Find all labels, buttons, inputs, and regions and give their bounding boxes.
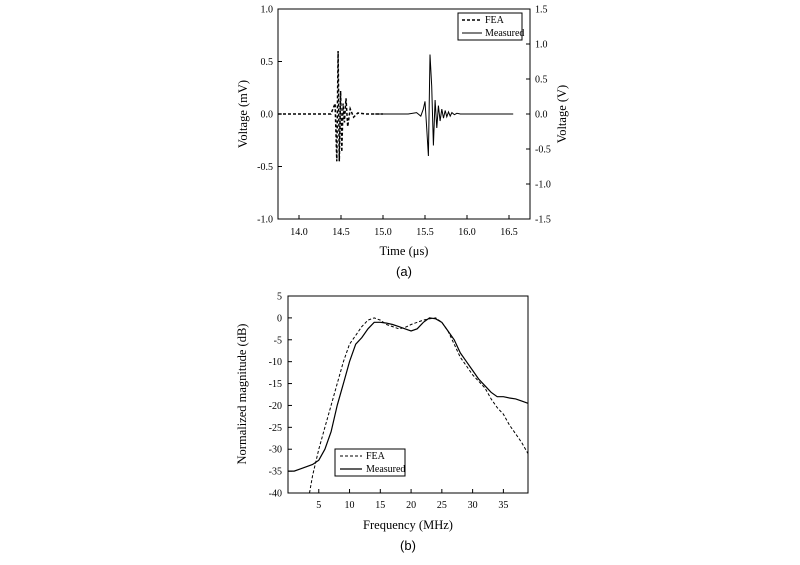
- panel-b-x-tick-label: 35: [498, 500, 508, 511]
- panel-b-legend-measured: Measured: [366, 464, 405, 475]
- panel-b-y-tick-label: -20: [269, 401, 282, 412]
- panel-a-left-y-tick-label: 0.5: [261, 57, 274, 68]
- panel-a-left-y-tick-label: -0.5: [257, 162, 273, 173]
- panel-b-y-ticks: 5 0 -5 -10 -15 -20 -25 -30 -35 -40: [269, 292, 292, 500]
- panel-b-y-label: Normalized magnitude (dB): [235, 324, 249, 465]
- panel-a-series-fea-line: [278, 50, 383, 162]
- panel-a-x-tick-label: 14.5: [332, 227, 350, 238]
- panel-a-right-y-tick-label: -1.0: [535, 180, 551, 191]
- panel-a-x-tick-label: 14.0: [290, 227, 308, 238]
- panel-a-x-tick-label: 16.0: [458, 227, 476, 238]
- panel-a-x-tick-label: 15.0: [374, 227, 392, 238]
- panel-a-x-ticks: 14.0 14.5 15.0 15.5 16.0 16.5: [290, 215, 518, 238]
- panel-a-caption: (a): [396, 264, 412, 279]
- panel-a-legend-measured: Measured: [485, 28, 524, 39]
- panel-b-y-tick-label: -15: [269, 379, 282, 390]
- panel-a-legend-box: [457, 12, 523, 41]
- panel-b-x-tick-label: 10: [345, 500, 355, 511]
- panel-b-x-tick-label: 25: [437, 500, 447, 511]
- panel-a-x-tick-label: 16.5: [500, 227, 518, 238]
- panel-a-series: [278, 50, 514, 162]
- panel-b-y-tick-label: -10: [269, 357, 282, 368]
- panel-b-y-tick-label: 0: [277, 313, 282, 324]
- panel-b-series-fea-line: [309, 317, 529, 494]
- panel-a-right-y-tick-label: 0.5: [535, 75, 548, 86]
- plot-b-frame: [287, 295, 529, 494]
- panel-a-right-y-tick-label: -0.5: [535, 145, 551, 156]
- panel-a-legend-fea: FEA: [485, 15, 505, 26]
- panel-a-left-y-tick-label: 0.0: [261, 110, 274, 121]
- panel-a-series-measured-line: [374, 54, 514, 157]
- panel-b-y-tick-label: -30: [269, 445, 282, 456]
- panel-b-series-measured-line: [288, 317, 529, 472]
- panel-a-right-y-label: Voltage (V): [555, 85, 569, 143]
- panel-b-y-tick-label: -40: [269, 489, 282, 500]
- panel-a: 14.0 14.5 15.0 15.5 16.0 16.5 -1.0 -0.5 0.0 0.5 1…: [236, 5, 569, 280]
- panel-b-y-tick-label: -35: [269, 467, 282, 478]
- panel-a-x-label: Time (μs): [380, 244, 429, 258]
- panel-b-caption: (b): [400, 538, 416, 553]
- panel-b-x-label: Frequency (MHz): [363, 518, 453, 532]
- panel-b-legend: FEA Measured: [334, 448, 406, 477]
- panel-b-x-ticks: 5 10 15 20 25 30 35: [316, 489, 508, 511]
- panel-a-right-y-tick-label: -1.5: [535, 215, 551, 226]
- panel-b: 5 10 15 20 25 30 35 50-5-10-15-20-25-30-35-40 …: [235, 292, 529, 553]
- panel-b-y-tick-label: 5: [277, 292, 282, 303]
- panel-b-x-tick-label: 5: [316, 500, 321, 511]
- panel-a-left-y-label: Voltage (mV): [236, 80, 250, 148]
- panel-b-x-tick-label: 20: [406, 500, 416, 511]
- panel-b-x-tick-label: 15: [375, 500, 385, 511]
- panel-b-x-tick-label: 30: [468, 500, 478, 511]
- panel-a-right-y-tick-label: 1.5: [535, 5, 548, 16]
- panel-b-y-tick-label: -5: [274, 335, 282, 346]
- panel-a-left-y-tick-label: -1.0: [257, 215, 273, 226]
- panel-a-right-y-tick-label: 1.0: [535, 40, 548, 51]
- panel-b-legend-box: [334, 448, 406, 477]
- panel-a-legend: FEA Measured: [457, 12, 524, 41]
- panel-a-right-y-ticks: -1.5 -1.0 -0.5 0.0 0.5 1.0 1.5: [526, 5, 551, 226]
- panel-b-series: [288, 317, 529, 494]
- panel-a-right-y-tick-label: 0.0: [535, 110, 548, 121]
- panel-a-x-tick-label: 15.5: [416, 227, 434, 238]
- panel-b-legend-fea: FEA: [366, 451, 386, 462]
- panel-a-left-y-tick-label: 1.0: [261, 5, 274, 16]
- panel-b-y-tick-label: -25: [269, 423, 282, 434]
